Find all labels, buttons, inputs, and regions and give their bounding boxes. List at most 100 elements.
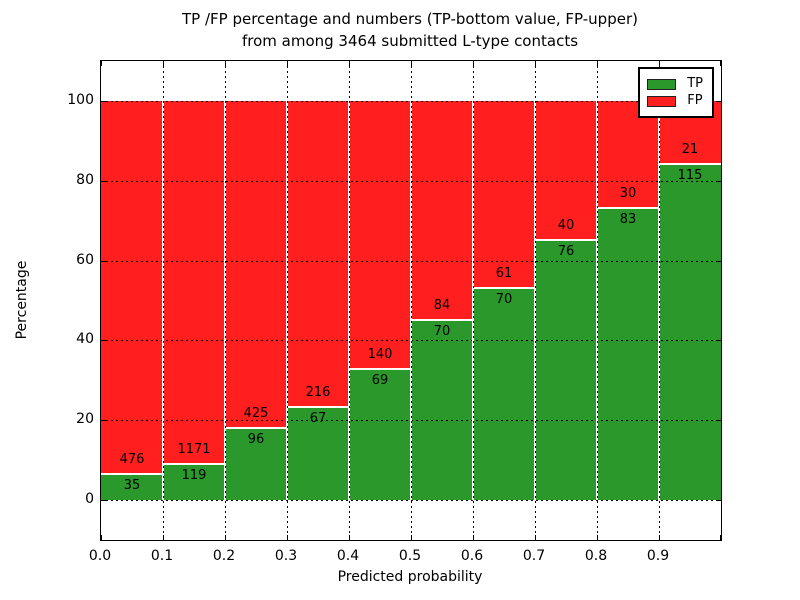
x-tick-label: 0.5 xyxy=(398,548,422,564)
fp-bar-segment xyxy=(535,100,597,239)
x-tick-mark xyxy=(411,535,412,540)
vertical-gridline xyxy=(225,61,226,540)
x-tick-mark xyxy=(287,61,288,66)
fp-bar-segment xyxy=(597,100,659,207)
fp-count-label: 84 xyxy=(433,297,451,313)
x-tick-mark xyxy=(287,535,288,540)
x-tick-mark xyxy=(720,535,721,540)
tp-count-label: 96 xyxy=(247,431,265,447)
x-tick-mark xyxy=(535,61,536,66)
x-tick-mark xyxy=(720,61,721,66)
chart-title: TP /FP percentage and numbers (TP-bottom… xyxy=(100,8,720,52)
x-tick-mark xyxy=(659,61,660,66)
tp-bar-segment xyxy=(597,206,659,501)
fp-bar-segment xyxy=(225,100,287,427)
tp-bar-segment xyxy=(101,472,163,501)
x-tick-mark xyxy=(473,61,474,66)
y-tick-mark xyxy=(101,180,106,182)
y-tick-mark xyxy=(101,500,106,502)
x-tick-mark xyxy=(163,535,164,540)
legend-item-tp: TP xyxy=(647,77,703,91)
fp-count-label: 1171 xyxy=(177,442,211,458)
x-tick-mark xyxy=(349,535,350,540)
fp-bar-segment xyxy=(101,100,163,473)
y-tick-label: 80 xyxy=(76,171,94,188)
x-tick-mark xyxy=(535,535,536,540)
legend: TP FP xyxy=(638,67,714,118)
tp-bar-segment xyxy=(163,463,225,501)
y-tick-mark xyxy=(101,100,106,102)
fp-count-label: 61 xyxy=(495,265,513,281)
vertical-gridline xyxy=(163,61,164,540)
x-tick-label: 0.0 xyxy=(88,548,112,564)
legend-label-fp: FP xyxy=(687,93,703,108)
gridlines-layer xyxy=(101,61,721,540)
x-tick-label: 0.6 xyxy=(460,548,484,564)
fp-swatch-icon xyxy=(647,95,677,107)
x-tick-mark xyxy=(225,535,226,540)
x-tick-mark xyxy=(349,61,350,66)
fp-count-label: 476 xyxy=(119,451,145,467)
vertical-gridline xyxy=(349,61,350,540)
tick-marks-layer xyxy=(101,61,721,540)
vertical-gridline xyxy=(597,61,598,540)
fp-bar-segment xyxy=(349,100,411,369)
tp-bar-segment xyxy=(473,286,535,501)
tp-count-label: 76 xyxy=(557,243,575,259)
x-axis-label: Predicted probability xyxy=(337,569,483,585)
vertical-gridline xyxy=(473,61,474,540)
tp-count-label: 67 xyxy=(309,410,327,426)
vertical-gridline xyxy=(535,61,536,540)
x-tick-label: 0.9 xyxy=(646,548,670,564)
fp-count-label: 30 xyxy=(619,185,637,201)
y-tick-mark xyxy=(101,260,106,262)
x-tick-mark xyxy=(101,61,102,66)
y-axis-label: Percentage xyxy=(14,260,30,340)
chart-title-line1: TP /FP percentage and numbers (TP-bottom… xyxy=(182,10,638,28)
x-tick-mark xyxy=(597,535,598,540)
x-tick-mark xyxy=(101,535,102,540)
x-tick-label: 0.4 xyxy=(336,548,360,564)
y-tick-mark xyxy=(716,420,721,422)
y-tick-label: 20 xyxy=(76,411,94,428)
fp-count-label: 216 xyxy=(305,384,331,400)
tp-bar-segment xyxy=(535,238,597,501)
y-tick-label: 100 xyxy=(67,91,94,108)
fp-bar-segment xyxy=(163,100,225,464)
tp-bar-segment xyxy=(659,162,721,501)
x-tick-mark xyxy=(659,535,660,540)
x-tick-mark xyxy=(473,535,474,540)
tp-count-label: 115 xyxy=(677,167,703,183)
y-tick-mark xyxy=(716,500,721,502)
vertical-gridline xyxy=(411,61,412,540)
tp-count-label: 69 xyxy=(371,373,389,389)
vertical-gridline xyxy=(659,61,660,540)
fp-bar-segment xyxy=(287,100,349,406)
bars-layer xyxy=(101,61,721,540)
x-tick-label: 0.8 xyxy=(584,548,608,564)
bar-labels-layer: 476 35 1171 119 425 96 216 67 140 69 84 70 61 70 40 76 3… xyxy=(101,61,721,540)
y-tick-label: 0 xyxy=(85,491,94,508)
tp-swatch-icon xyxy=(647,78,677,90)
x-tick-label: 0.7 xyxy=(522,548,546,564)
tp-count-label: 35 xyxy=(123,477,141,493)
fp-count-label: 40 xyxy=(557,217,575,233)
y-tick-mark xyxy=(101,420,106,422)
tp-count-label: 70 xyxy=(495,291,513,307)
fp-bar-segment xyxy=(411,100,473,319)
legend-item-fp: FP xyxy=(647,94,703,108)
tp-bar-segment xyxy=(225,426,287,501)
y-tick-label: 40 xyxy=(76,331,94,348)
legend-label-tp: TP xyxy=(687,76,703,91)
y-tick-mark xyxy=(716,260,721,262)
y-tick-mark xyxy=(716,100,721,102)
x-tick-label: 0.1 xyxy=(150,548,174,564)
chart-title-line2: from among 3464 submitted L-type contact… xyxy=(241,32,579,50)
x-tick-mark xyxy=(163,61,164,66)
x-tick-mark xyxy=(411,61,412,66)
y-tick-mark xyxy=(716,340,721,342)
fp-count-label: 140 xyxy=(367,347,393,363)
x-tick-mark xyxy=(597,61,598,66)
fp-count-label: 21 xyxy=(681,141,699,157)
